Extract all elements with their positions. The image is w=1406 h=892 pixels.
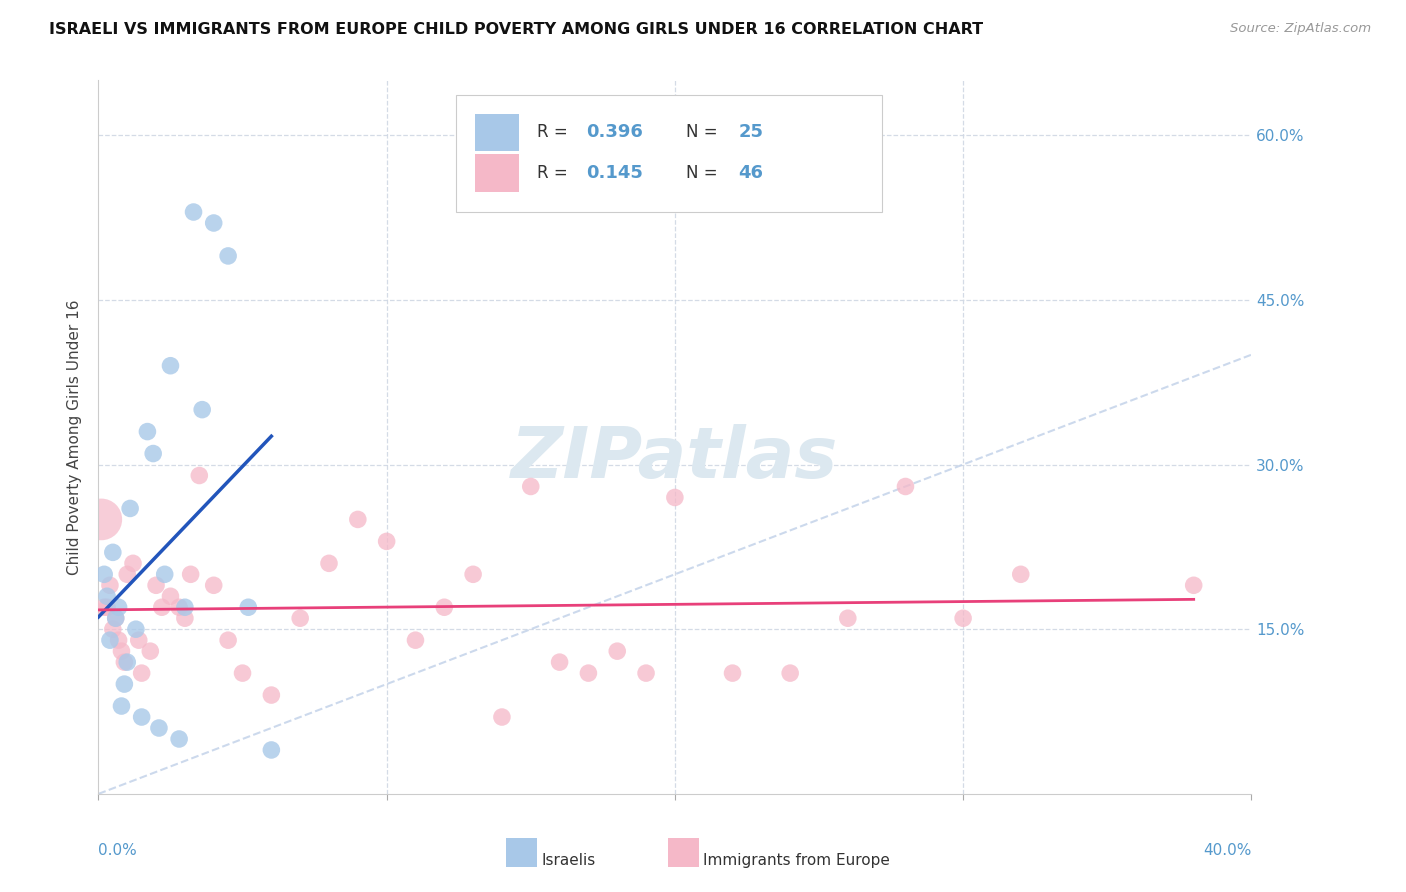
Point bbox=[104, 611, 127, 625]
Point bbox=[405, 633, 427, 648]
Point bbox=[375, 534, 398, 549]
Point bbox=[548, 655, 571, 669]
Point bbox=[101, 622, 124, 636]
Bar bbox=[475, 154, 519, 192]
Point bbox=[952, 611, 974, 625]
Point bbox=[120, 501, 142, 516]
Text: N =: N = bbox=[686, 164, 723, 182]
Point bbox=[837, 611, 859, 625]
Point bbox=[107, 600, 129, 615]
Point bbox=[139, 644, 162, 658]
Point bbox=[191, 402, 214, 417]
Point bbox=[174, 600, 197, 615]
Point bbox=[131, 666, 153, 681]
Point bbox=[125, 622, 148, 636]
Point bbox=[433, 600, 456, 615]
Point bbox=[461, 567, 484, 582]
Text: 0.396: 0.396 bbox=[586, 123, 643, 141]
Point bbox=[1010, 567, 1032, 582]
Text: 40.0%: 40.0% bbox=[1204, 843, 1251, 858]
Point bbox=[318, 557, 340, 571]
Text: Immigrants from Europe: Immigrants from Europe bbox=[703, 853, 890, 868]
Point bbox=[93, 567, 115, 582]
Text: N =: N = bbox=[686, 123, 723, 141]
Point bbox=[101, 545, 124, 559]
Point bbox=[260, 743, 283, 757]
Text: Israelis: Israelis bbox=[541, 853, 596, 868]
Point bbox=[180, 567, 202, 582]
Text: R =: R = bbox=[537, 164, 572, 182]
Point bbox=[148, 721, 170, 735]
Point bbox=[606, 644, 628, 658]
Point bbox=[142, 446, 165, 460]
Text: ZIPatlas: ZIPatlas bbox=[512, 424, 838, 493]
Y-axis label: Child Poverty Among Girls Under 16: Child Poverty Among Girls Under 16 bbox=[67, 300, 83, 574]
Point bbox=[136, 425, 159, 439]
Point bbox=[122, 557, 145, 571]
Point bbox=[202, 578, 225, 592]
Bar bbox=[475, 114, 519, 151]
Point bbox=[578, 666, 600, 681]
Point bbox=[93, 600, 115, 615]
Point bbox=[159, 589, 181, 603]
FancyBboxPatch shape bbox=[456, 95, 883, 212]
Point bbox=[636, 666, 658, 681]
Point bbox=[153, 567, 176, 582]
Point bbox=[188, 468, 211, 483]
Point bbox=[104, 611, 127, 625]
Point bbox=[159, 359, 181, 373]
Point bbox=[110, 644, 132, 658]
Point bbox=[894, 479, 917, 493]
Text: 46: 46 bbox=[738, 164, 763, 182]
Point bbox=[145, 578, 167, 592]
Point bbox=[520, 479, 543, 493]
Point bbox=[167, 600, 190, 615]
Point bbox=[290, 611, 312, 625]
Text: 25: 25 bbox=[738, 123, 763, 141]
Point bbox=[721, 666, 744, 681]
Point bbox=[112, 677, 135, 691]
Point bbox=[98, 633, 121, 648]
Point bbox=[346, 512, 368, 526]
Point bbox=[231, 666, 254, 681]
Point bbox=[131, 710, 153, 724]
Point bbox=[491, 710, 513, 724]
Point bbox=[664, 491, 686, 505]
Text: Source: ZipAtlas.com: Source: ZipAtlas.com bbox=[1230, 22, 1371, 36]
Point bbox=[202, 216, 225, 230]
Point bbox=[238, 600, 260, 615]
Point bbox=[98, 578, 121, 592]
Point bbox=[96, 600, 118, 615]
Point bbox=[117, 567, 139, 582]
Point bbox=[96, 589, 118, 603]
Text: R =: R = bbox=[537, 123, 572, 141]
Text: 0.145: 0.145 bbox=[586, 164, 643, 182]
Point bbox=[260, 688, 283, 702]
Point bbox=[779, 666, 801, 681]
Point bbox=[217, 249, 239, 263]
Text: 0.0%: 0.0% bbox=[98, 843, 138, 858]
Point bbox=[217, 633, 239, 648]
Point bbox=[128, 633, 150, 648]
Point bbox=[117, 655, 139, 669]
Point bbox=[112, 655, 135, 669]
Point bbox=[110, 699, 132, 714]
Point bbox=[167, 731, 190, 746]
Point bbox=[107, 633, 129, 648]
Point bbox=[1182, 578, 1205, 592]
Point bbox=[174, 611, 197, 625]
Text: ISRAELI VS IMMIGRANTS FROM EUROPE CHILD POVERTY AMONG GIRLS UNDER 16 CORRELATION: ISRAELI VS IMMIGRANTS FROM EUROPE CHILD … bbox=[49, 22, 983, 37]
Point bbox=[183, 205, 205, 219]
Point bbox=[90, 512, 112, 526]
Point bbox=[150, 600, 173, 615]
